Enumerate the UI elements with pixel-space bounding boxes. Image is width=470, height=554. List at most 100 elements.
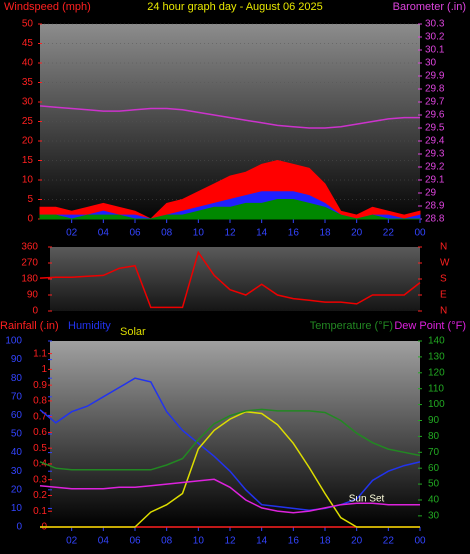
x-tick-label: 14 xyxy=(256,536,268,547)
x-tick-label: 20 xyxy=(351,536,363,547)
y-tick-label: 50 xyxy=(11,429,23,440)
x-tick-label: 04 xyxy=(98,228,110,239)
y-tick-label: 360 xyxy=(21,242,38,253)
y2-tick-label: 100 xyxy=(428,399,445,410)
series-line xyxy=(40,410,420,528)
annotation: Sun Set xyxy=(349,494,385,505)
y2-tick-label: 29.1 xyxy=(425,175,445,186)
y-tick-label: 10 xyxy=(22,175,34,186)
y3-tick-label: 0.5 xyxy=(33,443,47,454)
y2-tick-label: 40 xyxy=(428,495,440,506)
y2-tick-label: 30.3 xyxy=(425,19,445,30)
y3-tick-label: 0.6 xyxy=(33,427,47,438)
series-line xyxy=(39,250,421,309)
x-tick-label: 04 xyxy=(98,536,110,547)
y2-tick-label: 29.4 xyxy=(425,136,445,147)
y2-tick-label: W xyxy=(440,258,450,269)
y2-tick-label: 29.7 xyxy=(425,97,445,108)
y3-tick-label: 1 xyxy=(41,364,47,375)
y3-tick-label: 0.9 xyxy=(33,380,47,391)
y2-tick-label: 29 xyxy=(425,188,437,199)
y-tick-label: 0 xyxy=(27,214,33,225)
y-tick-label: 25 xyxy=(22,116,34,127)
y-tick-label: 180 xyxy=(21,274,38,285)
y3-tick-label: 1.1 xyxy=(33,348,47,359)
y2-tick-label: 29.3 xyxy=(425,149,445,160)
y3-tick-label: 0.4 xyxy=(33,459,47,470)
y2-tick-label: 29.6 xyxy=(425,110,445,121)
y-tick-label: 80 xyxy=(11,373,23,384)
y-tick-label: 35 xyxy=(22,77,34,88)
y2-tick-label: 30 xyxy=(428,511,440,522)
y2-tick-label: N xyxy=(440,306,447,317)
y2-tick-label: E xyxy=(440,290,447,301)
y-tick-label: 270 xyxy=(21,258,38,269)
y-tick-label: 15 xyxy=(22,155,34,166)
y2-tick-label: 29.2 xyxy=(425,162,445,173)
x-tick-label: 06 xyxy=(129,536,141,547)
x-tick-label: 00 xyxy=(414,536,426,547)
x-tick-label: 10 xyxy=(193,228,205,239)
x-tick-label: 08 xyxy=(161,536,173,547)
series-line xyxy=(39,408,421,471)
y3-tick-label: 0.2 xyxy=(33,490,47,501)
y2-tick-label: N xyxy=(440,242,447,253)
y2-tick-label: 28.9 xyxy=(425,201,445,212)
y-axis-label: Windspeed (mph) xyxy=(4,1,91,13)
x-tick-label: 10 xyxy=(193,536,205,547)
x-tick-label: 02 xyxy=(66,228,78,239)
y-tick-label: 20 xyxy=(11,484,23,495)
y-tick-label: 5 xyxy=(27,194,33,205)
x-tick-label: 22 xyxy=(383,536,395,547)
x-tick-label: 16 xyxy=(288,228,300,239)
y3-tick-label: 0.7 xyxy=(33,411,47,422)
x-tick-label: 08 xyxy=(161,228,173,239)
y-tick-label: 10 xyxy=(11,503,23,514)
y-tick-label: 50 xyxy=(22,19,34,30)
y2-tick-label: 29.8 xyxy=(425,84,445,95)
y-tick-label: 90 xyxy=(27,290,39,301)
y-tick-label: 0 xyxy=(16,522,22,533)
y-tick-label: 45 xyxy=(22,38,34,49)
x-tick-label: 12 xyxy=(224,228,236,239)
plot-area xyxy=(50,247,420,311)
y-tick-label: 60 xyxy=(11,410,23,421)
y-tick-label: 40 xyxy=(22,58,34,69)
y2-tick-label: 120 xyxy=(428,367,445,378)
series-line xyxy=(39,478,420,514)
y-tick-label: 90 xyxy=(11,354,23,365)
x-tick-label: 14 xyxy=(256,228,268,239)
y3-tick-label: 0.8 xyxy=(33,396,47,407)
y2-tick-label: 90 xyxy=(428,415,440,426)
x-tick-label: 06 xyxy=(129,228,141,239)
y-tick-label: 0 xyxy=(32,306,38,317)
y2-axis-label: Barometer (.in) xyxy=(393,1,466,13)
y3-tick-label: 0.3 xyxy=(33,474,47,485)
legend-label: Humidity xyxy=(68,320,111,332)
series-area xyxy=(39,199,420,220)
y2-tick-label: S xyxy=(440,274,447,285)
legend-label: Solar xyxy=(120,326,146,338)
y-tick-label: 70 xyxy=(11,391,23,402)
chart-title: 24 hour graph day - August 06 2025 xyxy=(147,1,323,13)
x-tick-label: 18 xyxy=(319,228,331,239)
y-tick-label: 20 xyxy=(22,136,34,147)
y-tick-label: 100 xyxy=(5,336,22,347)
y2-tick-label: 110 xyxy=(428,383,444,394)
series-line xyxy=(39,377,421,512)
y2-tick-label: 30 xyxy=(425,58,437,69)
y2-tick-label: 30.1 xyxy=(425,45,445,56)
x-tick-label: 18 xyxy=(319,536,331,547)
y-tick-label: 30 xyxy=(11,466,23,477)
legend-label: Dew Point (°F) xyxy=(394,320,466,332)
x-tick-label: 02 xyxy=(66,536,78,547)
y2-tick-label: 60 xyxy=(428,463,440,474)
series-line xyxy=(39,105,420,129)
legend-label: Temperature (°F) xyxy=(310,320,393,332)
y2-tick-label: 30.2 xyxy=(425,32,445,43)
y-tick-label: 40 xyxy=(11,447,23,458)
y2-tick-label: 29.9 xyxy=(425,71,445,82)
y2-tick-label: 130 xyxy=(428,352,445,363)
y2-tick-label: 80 xyxy=(428,431,440,442)
